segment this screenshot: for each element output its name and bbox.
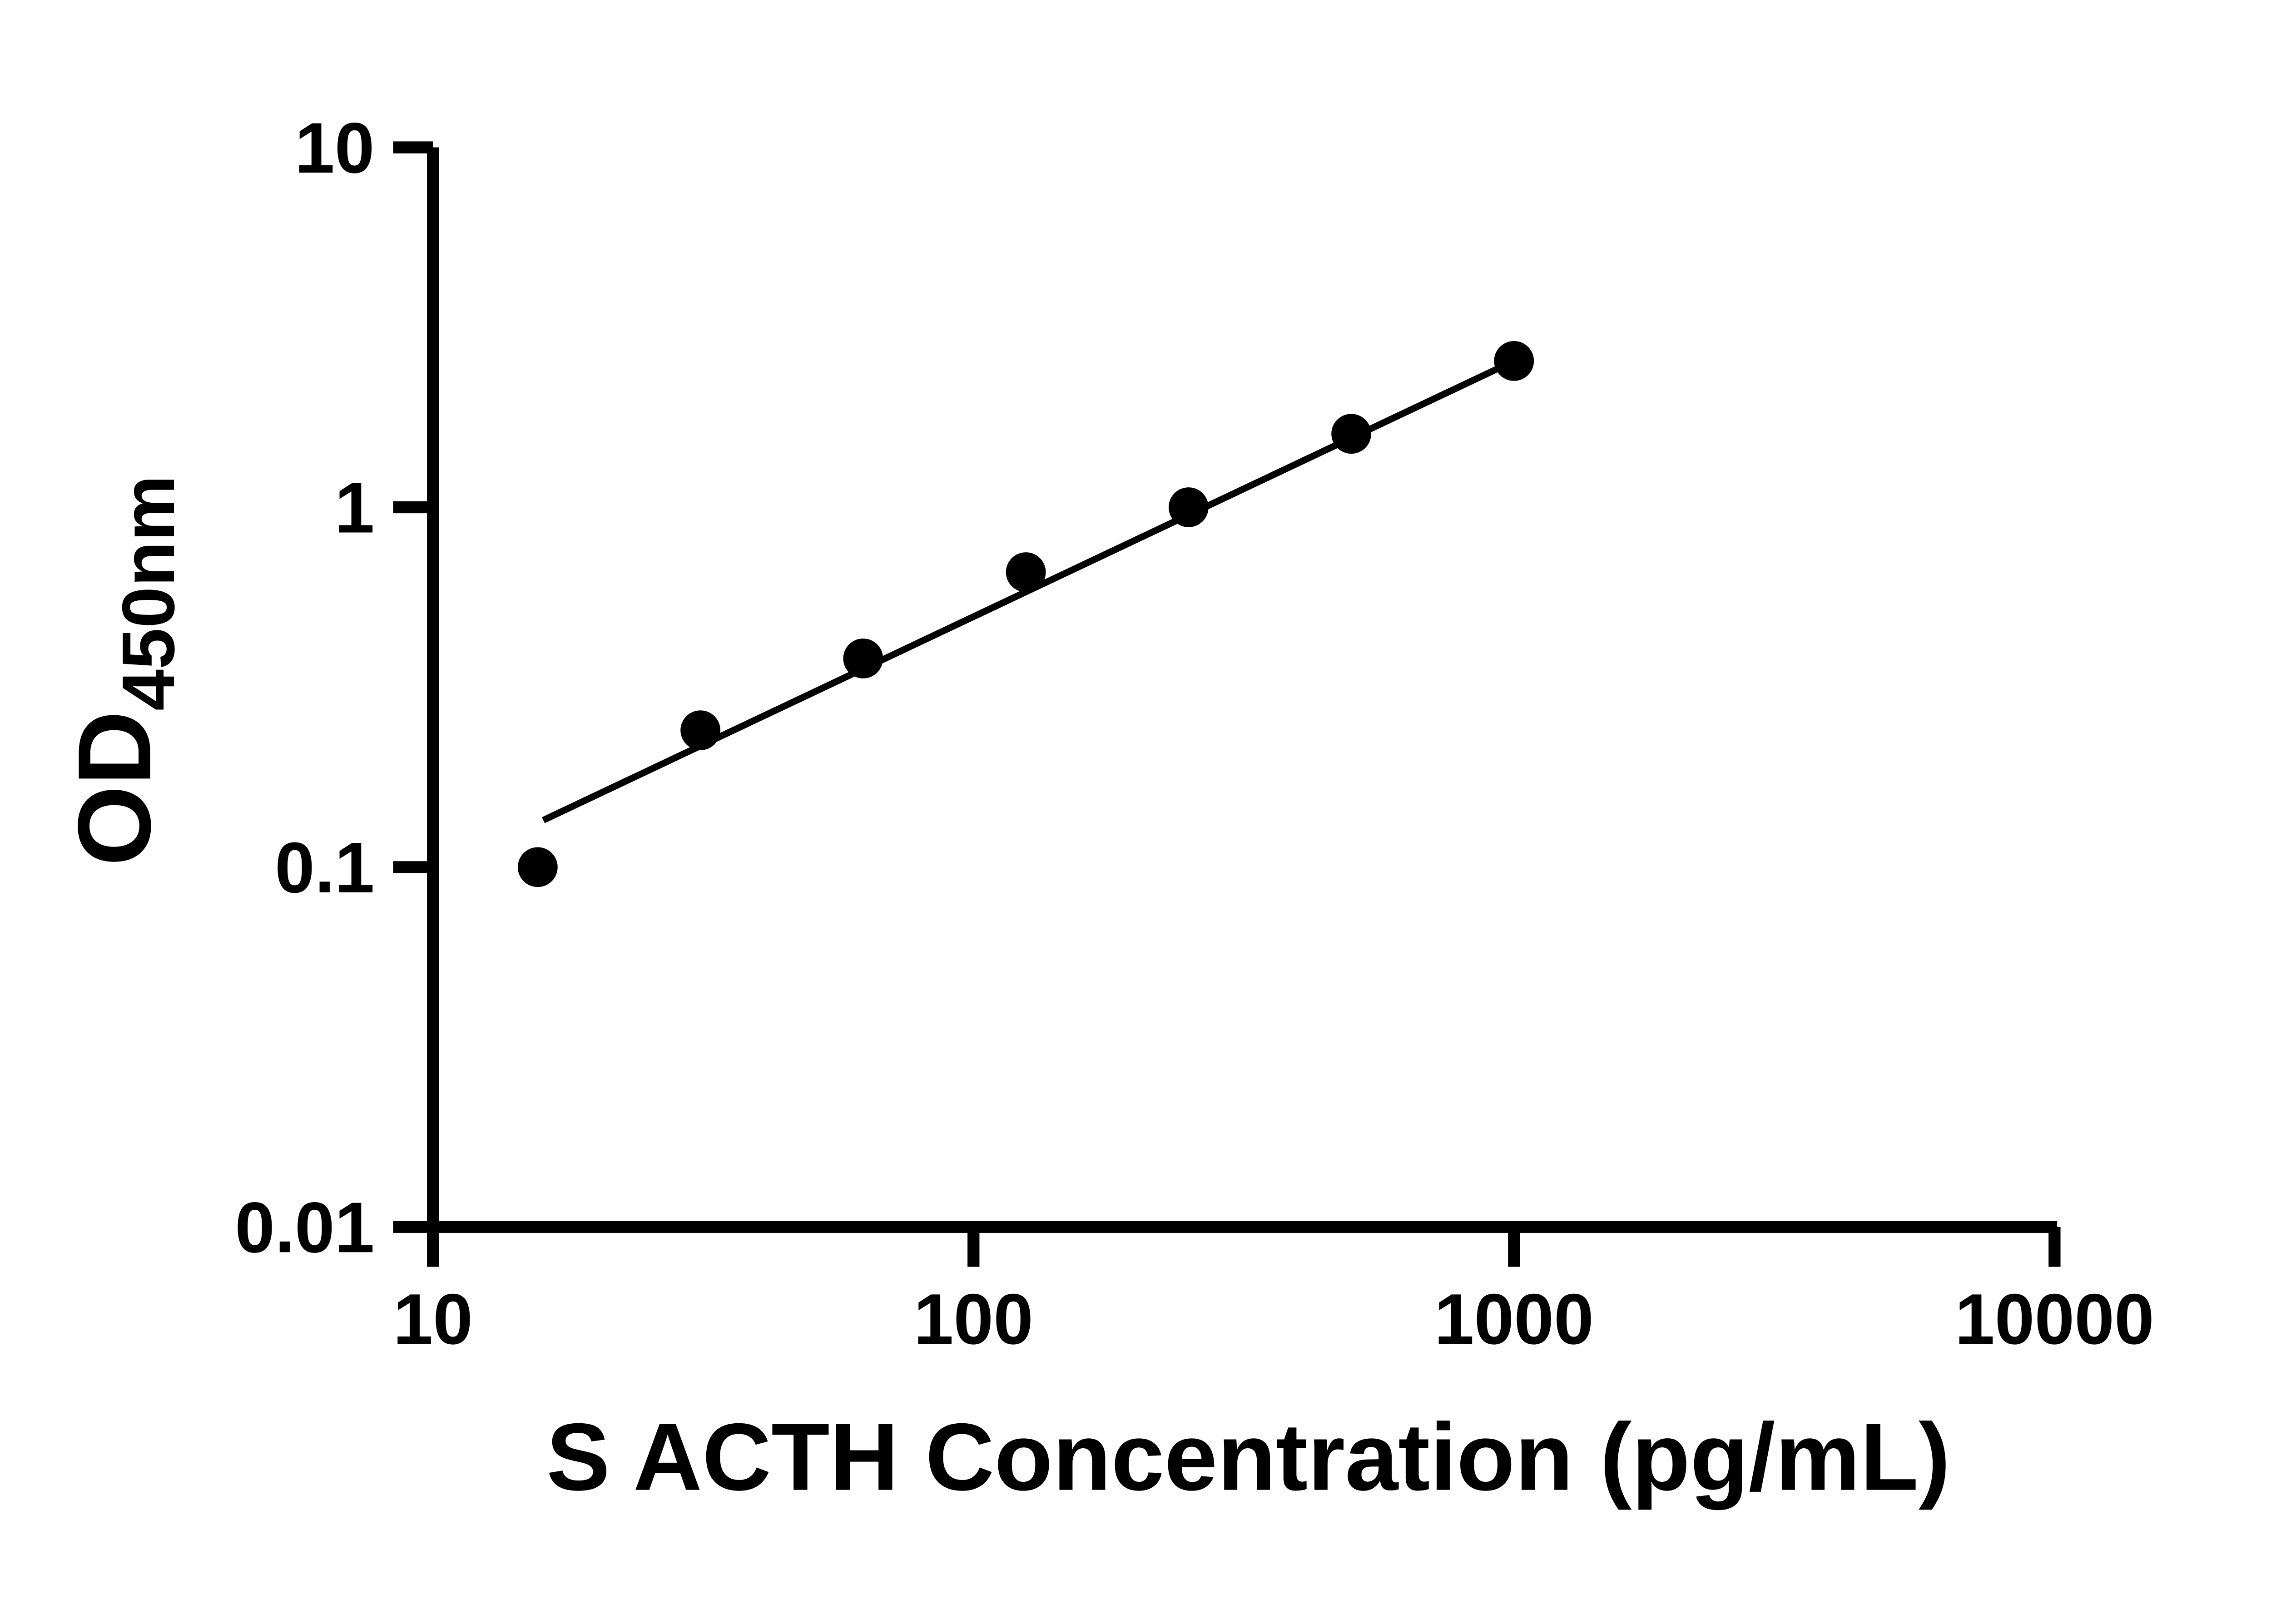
y-tick-label: 0.1 [275,828,374,908]
chart-page: 10 100 1000 10000 0.01 0.1 1 10 S ACTH Concentr… [57,108,2154,1510]
data-point [518,847,558,887]
x-axis-title: S ACTH Concentration (pg/mL) [546,1403,1950,1510]
y-tick-label: 10 [295,108,375,188]
x-tick-label: 10 [393,1279,473,1359]
y-tick-label: 0.01 [235,1188,374,1268]
data-point [1331,414,1371,454]
data-point [1006,552,1046,592]
data-point [680,710,720,750]
y-axis-title: OD450nm [57,475,190,866]
data-point [1494,341,1534,381]
y-tick-label: 1 [335,468,375,548]
x-tick-label: 10000 [1955,1279,2154,1359]
y-axis-title-main: OD [57,711,172,866]
x-tick-label: 100 [914,1279,1033,1359]
data-point [1168,487,1209,527]
standard-curve-chart: 10 100 1000 10000 0.01 0.1 1 10 S ACTH Concentr… [57,108,2154,1510]
data-point [843,639,883,678]
x-tick-label: 1000 [1434,1279,1594,1359]
y-axis-title-subscript: 450nm [107,475,190,711]
plot-area: 10 100 1000 10000 0.01 0.1 1 10 [235,108,2154,1359]
